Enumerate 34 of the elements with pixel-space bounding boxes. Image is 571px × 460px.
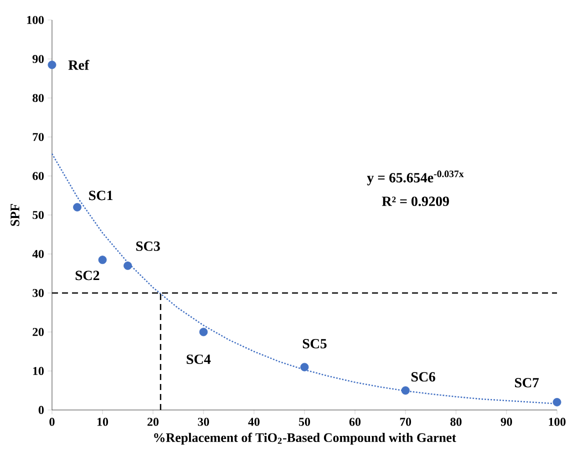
x-tick-label: 20 (148, 418, 159, 426)
y-axis-title: SPF (10, 204, 20, 226)
annotation: R² = 0.9209 (382, 196, 449, 206)
y-tick-label: 40 (32, 250, 44, 258)
x-tick-label: 10 (97, 418, 108, 426)
annotation: Ref (68, 60, 90, 70)
x-axis-title: %Replacement of TiO$_{2}$-Based Compound with Garnet (154, 432, 456, 445)
x-tick-label: 90 (500, 418, 512, 426)
x-tick-label: 80 (450, 418, 462, 426)
annotation: SC1 (89, 190, 113, 200)
annotation: SC7 (515, 378, 539, 388)
x-tick-label: 70 (400, 418, 412, 426)
x-tick-label: 50 (298, 418, 310, 426)
y-tick-label: 70 (32, 132, 44, 142)
annotation: y = 65.654e$^{-0.037x}$ (367, 170, 464, 186)
y-tick-label: 50 (32, 210, 44, 220)
annotation: SC5 (302, 338, 327, 348)
annotation: SC6 (411, 372, 436, 382)
y-tick-label: 100 (27, 16, 44, 24)
y-tick-label: 90 (32, 54, 44, 64)
x-tick-label: 60 (349, 418, 361, 426)
annotation: SC4 (186, 354, 211, 364)
annotation: SC3 (136, 241, 160, 251)
y-tick-label: 10 (33, 366, 44, 376)
y-tick-label: 80 (32, 94, 44, 102)
y-tick-label: 20 (32, 328, 44, 336)
y-tick-label: 60 (32, 172, 44, 180)
x-tick-label: 100 (548, 418, 566, 426)
x-tick-label: 40 (248, 418, 260, 426)
annotation: SC2 (76, 270, 100, 280)
x-tick-label: 30 (198, 418, 210, 426)
y-tick-label: 30 (32, 288, 44, 298)
y-tick-label: 0 (38, 406, 44, 414)
x-tick-label: 0 (49, 418, 55, 426)
